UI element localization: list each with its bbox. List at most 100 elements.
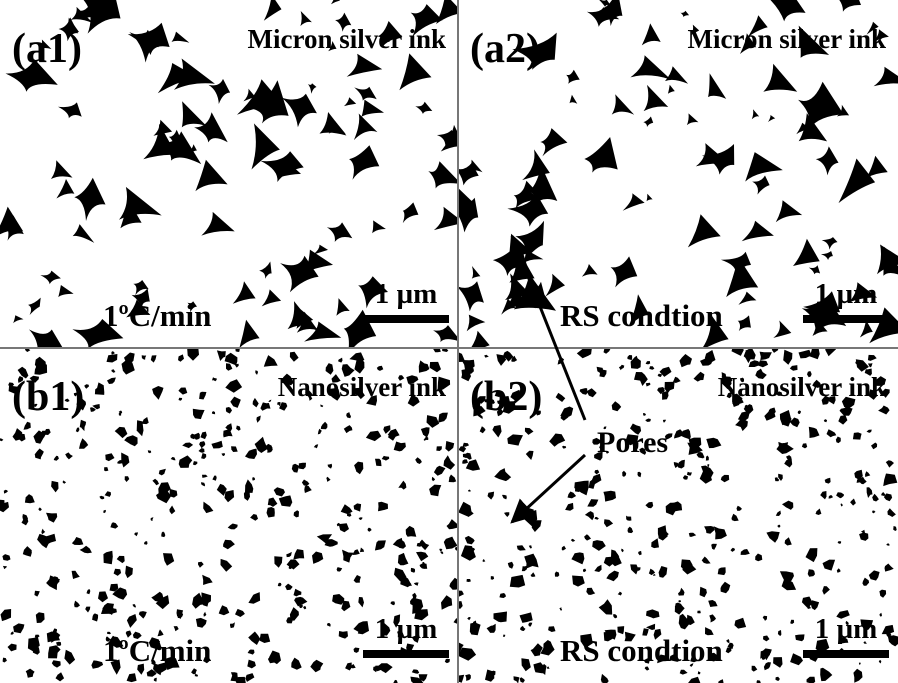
pore xyxy=(642,23,661,45)
pore xyxy=(680,11,689,17)
pore xyxy=(466,459,480,470)
pore xyxy=(773,321,791,338)
pore xyxy=(565,503,573,511)
pore xyxy=(375,459,382,466)
pore xyxy=(260,402,270,410)
pore xyxy=(731,548,735,552)
pore xyxy=(46,513,57,523)
pore xyxy=(267,507,275,518)
pore xyxy=(752,109,759,119)
pore xyxy=(488,492,495,500)
pore xyxy=(233,281,256,304)
pore xyxy=(455,675,464,683)
pore xyxy=(294,589,302,597)
pore xyxy=(290,352,299,362)
scale-label: 1 µm xyxy=(375,278,438,310)
pore xyxy=(872,494,879,502)
pore xyxy=(837,568,841,572)
pore xyxy=(198,562,204,568)
pore xyxy=(531,643,543,656)
pore xyxy=(76,428,80,433)
pore xyxy=(764,662,771,670)
pore xyxy=(48,645,61,658)
pore xyxy=(662,391,669,400)
pore xyxy=(465,674,471,681)
pore xyxy=(0,438,3,441)
pore xyxy=(838,541,842,544)
pore xyxy=(231,446,238,452)
pore xyxy=(571,539,575,542)
pore xyxy=(359,517,363,520)
pore xyxy=(212,476,216,481)
pore xyxy=(868,363,872,367)
pore xyxy=(285,584,293,591)
pore xyxy=(248,650,255,655)
pore xyxy=(268,400,271,402)
pore xyxy=(72,571,80,579)
pore xyxy=(763,616,767,621)
pore xyxy=(349,145,379,180)
pore xyxy=(585,511,594,520)
pore xyxy=(292,464,300,473)
pore xyxy=(604,557,615,567)
pore xyxy=(253,398,259,408)
pore xyxy=(139,611,147,619)
pore xyxy=(432,477,435,481)
pore xyxy=(549,434,565,447)
label-layer: (a1)Micron silver ink1ºC/min1 µm(a2)Micr… xyxy=(12,24,889,668)
pore xyxy=(520,612,533,623)
pore-layer xyxy=(0,0,898,683)
pore xyxy=(484,355,489,358)
pore xyxy=(92,613,98,621)
pore xyxy=(893,526,897,531)
pore xyxy=(638,472,642,478)
pore xyxy=(278,583,282,587)
pore xyxy=(187,349,199,361)
pore xyxy=(659,566,668,578)
pore xyxy=(444,455,456,470)
pore xyxy=(865,471,870,477)
pore xyxy=(658,374,662,377)
pore xyxy=(25,494,35,503)
pore xyxy=(504,512,509,517)
pore xyxy=(174,626,179,631)
pore xyxy=(556,393,566,402)
pore xyxy=(262,289,281,306)
pore xyxy=(196,618,207,628)
pore xyxy=(483,559,486,562)
pore xyxy=(312,552,323,564)
pore xyxy=(230,622,235,628)
pore xyxy=(732,514,739,521)
pore xyxy=(91,660,103,668)
pore xyxy=(321,422,328,430)
pore xyxy=(151,355,157,362)
pore xyxy=(862,578,869,586)
pore xyxy=(686,615,695,625)
pore xyxy=(105,453,114,461)
pore xyxy=(467,617,470,620)
pore xyxy=(880,613,883,617)
pore xyxy=(838,415,847,424)
pore xyxy=(421,427,430,437)
pore xyxy=(90,407,96,412)
arrow xyxy=(512,455,585,522)
pore xyxy=(790,620,794,624)
pore xyxy=(795,634,804,641)
pore xyxy=(34,591,39,597)
pore xyxy=(487,624,496,633)
pore xyxy=(2,554,10,561)
pore xyxy=(115,427,128,438)
pore xyxy=(706,456,709,461)
pore xyxy=(264,355,278,367)
pore xyxy=(738,292,756,305)
pore xyxy=(618,592,622,596)
pore xyxy=(416,552,428,561)
pore xyxy=(328,464,333,469)
pore xyxy=(820,491,826,499)
pore xyxy=(560,407,573,418)
pore xyxy=(467,315,486,332)
pore xyxy=(752,666,758,672)
condition-label: 1ºC/min xyxy=(103,298,211,333)
pore xyxy=(468,490,471,492)
pore xyxy=(52,660,61,667)
